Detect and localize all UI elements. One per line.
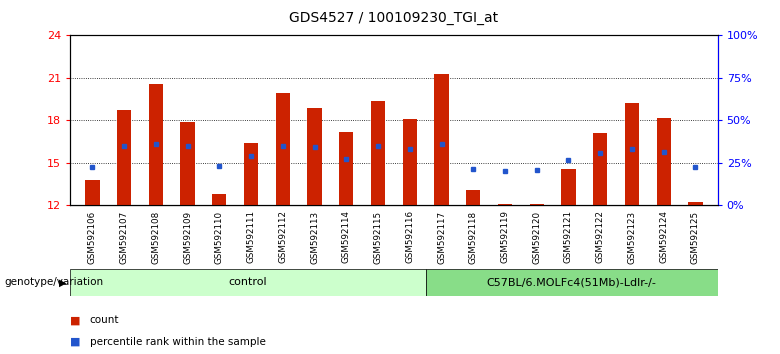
- Bar: [275, 93, 290, 205]
- Text: genotype/variation: genotype/variation: [4, 277, 103, 287]
- Text: GSM592116: GSM592116: [406, 210, 414, 263]
- Bar: [562, 169, 576, 205]
- Text: count: count: [90, 315, 119, 325]
- Bar: [244, 143, 258, 205]
- Bar: [434, 74, 448, 205]
- Text: ▶: ▶: [58, 277, 66, 287]
- Bar: [426, 269, 718, 296]
- Bar: [593, 133, 608, 205]
- Text: GSM592112: GSM592112: [278, 210, 287, 263]
- Text: GSM592109: GSM592109: [183, 210, 192, 263]
- Bar: [117, 110, 131, 205]
- Text: GSM592114: GSM592114: [342, 210, 351, 263]
- Text: GSM592123: GSM592123: [627, 210, 636, 263]
- Text: ■: ■: [70, 337, 80, 347]
- Text: GSM592106: GSM592106: [88, 210, 97, 263]
- Bar: [149, 84, 163, 205]
- Text: GSM592113: GSM592113: [310, 210, 319, 263]
- Text: control: control: [229, 277, 268, 287]
- Text: GSM592107: GSM592107: [119, 210, 129, 264]
- Text: GSM592125: GSM592125: [691, 210, 700, 263]
- Text: GSM592111: GSM592111: [246, 210, 256, 263]
- Bar: [212, 194, 226, 205]
- Text: ■: ■: [70, 315, 80, 325]
- Text: GSM592110: GSM592110: [215, 210, 224, 263]
- Bar: [625, 103, 639, 205]
- Bar: [466, 190, 480, 205]
- Text: C57BL/6.MOLFc4(51Mb)-Ldlr-/-: C57BL/6.MOLFc4(51Mb)-Ldlr-/-: [487, 277, 657, 287]
- Text: percentile rank within the sample: percentile rank within the sample: [90, 337, 265, 347]
- Bar: [70, 269, 426, 296]
- Text: GSM592124: GSM592124: [659, 210, 668, 263]
- Text: GSM592117: GSM592117: [437, 210, 446, 263]
- Bar: [339, 132, 353, 205]
- Bar: [657, 118, 671, 205]
- Bar: [180, 122, 195, 205]
- Bar: [307, 108, 321, 205]
- Text: GSM592122: GSM592122: [596, 210, 604, 263]
- Text: GSM592119: GSM592119: [501, 210, 509, 263]
- Bar: [498, 204, 512, 205]
- Text: GSM592108: GSM592108: [151, 210, 161, 264]
- Bar: [688, 202, 703, 205]
- Text: GSM592115: GSM592115: [374, 210, 382, 263]
- Text: GSM592118: GSM592118: [469, 210, 477, 263]
- Text: GDS4527 / 100109230_TGI_at: GDS4527 / 100109230_TGI_at: [289, 11, 498, 25]
- Text: GSM592121: GSM592121: [564, 210, 573, 263]
- Text: GSM592120: GSM592120: [532, 210, 541, 263]
- Bar: [402, 119, 417, 205]
- Bar: [530, 204, 544, 205]
- Bar: [371, 101, 385, 205]
- Bar: [85, 180, 100, 205]
